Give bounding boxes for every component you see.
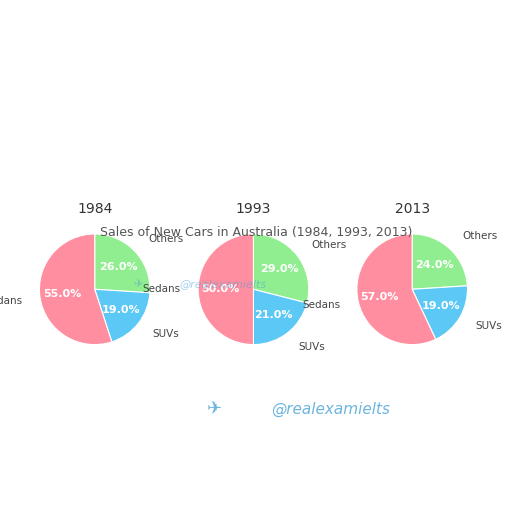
Wedge shape (39, 234, 112, 345)
Text: ✈: ✈ (207, 400, 223, 419)
Text: 50.0%: 50.0% (201, 284, 240, 294)
Text: SUVs: SUVs (153, 329, 179, 339)
Title: 1993: 1993 (236, 202, 271, 216)
Title: 1984: 1984 (77, 202, 113, 216)
Text: Sales of New Cars in Australia (1984, 1993, 2013): Sales of New Cars in Australia (1984, 19… (100, 226, 412, 240)
Text: 19.0%: 19.0% (101, 305, 140, 314)
Text: 21.0%: 21.0% (254, 310, 293, 321)
Text: Sedans: Sedans (303, 300, 341, 310)
Text: SUVs: SUVs (298, 342, 325, 352)
Text: Sedans: Sedans (142, 284, 180, 294)
Wedge shape (357, 234, 436, 345)
Wedge shape (412, 234, 467, 289)
Wedge shape (198, 234, 253, 345)
Text: 57.0%: 57.0% (360, 291, 399, 302)
Wedge shape (253, 234, 309, 303)
Wedge shape (253, 289, 307, 345)
Text: 55.0%: 55.0% (43, 289, 81, 300)
Text: 29.0%: 29.0% (260, 264, 299, 274)
Text: 26.0%: 26.0% (100, 262, 138, 271)
Wedge shape (412, 286, 467, 339)
Text: Others: Others (311, 240, 346, 249)
Text: @realexamielts: @realexamielts (271, 402, 390, 417)
Text: Others: Others (148, 234, 183, 244)
Text: Sedans: Sedans (0, 296, 23, 306)
Wedge shape (95, 234, 150, 293)
Title: 2013: 2013 (395, 202, 430, 216)
Text: 24.0%: 24.0% (416, 260, 454, 270)
Text: Others: Others (462, 231, 497, 241)
Text: SUVs: SUVs (475, 322, 502, 331)
Text: 19.0%: 19.0% (421, 301, 460, 311)
Wedge shape (95, 289, 150, 342)
Text: ✈: ✈ (134, 279, 143, 289)
Text: @realexamielts: @realexamielts (179, 279, 266, 289)
